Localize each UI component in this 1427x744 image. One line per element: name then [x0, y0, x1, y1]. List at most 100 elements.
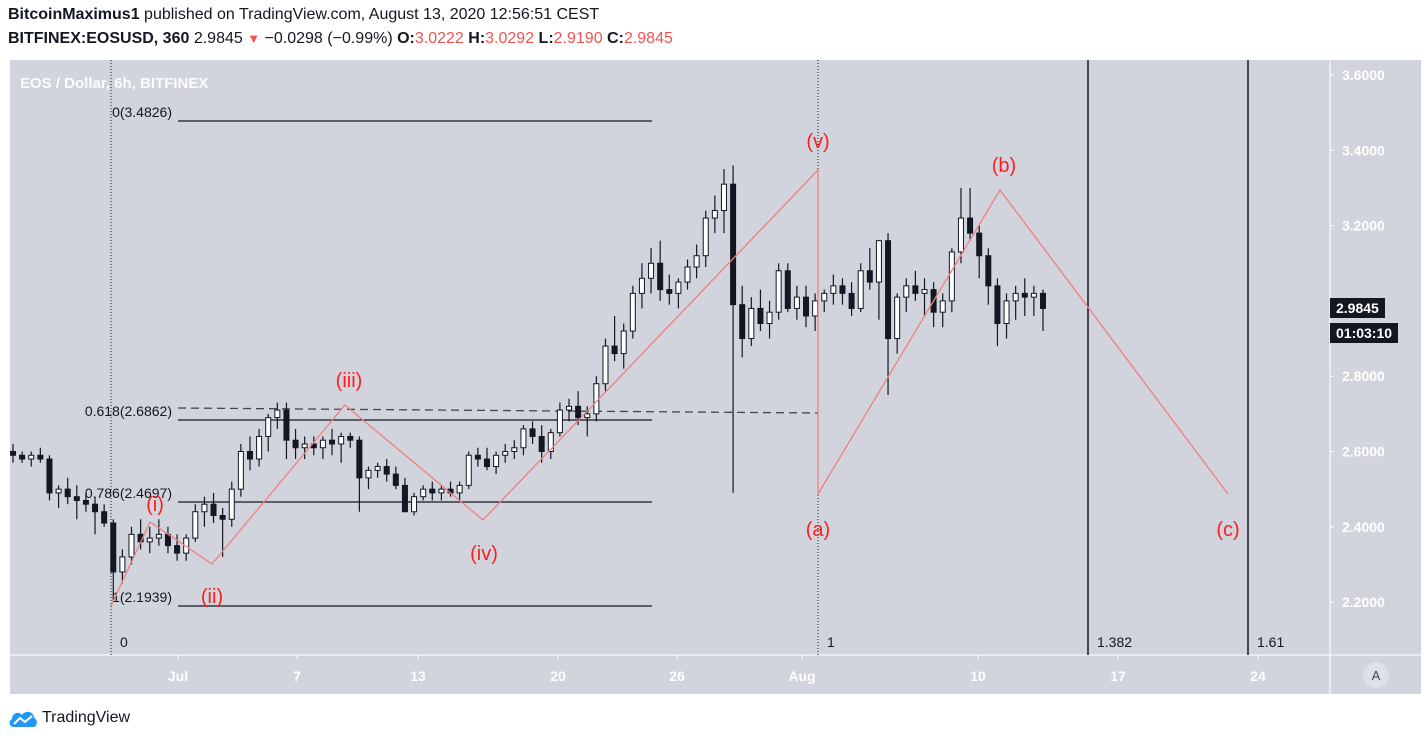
open-value: 3.0222	[414, 30, 464, 47]
candle-body	[675, 281, 682, 294]
wave-label: (iv)	[470, 543, 498, 565]
brand-name: TradingView	[42, 709, 131, 726]
candle-body	[812, 300, 819, 317]
candle-body	[511, 447, 518, 452]
time-axis-label: 26	[669, 668, 685, 684]
candle-body	[483, 458, 490, 468]
candle-body	[374, 466, 381, 471]
candle-body	[101, 511, 108, 524]
price-change: −0.0298 (−0.99%)	[264, 30, 393, 47]
chart-legend-title: EOS / Dollar, 6h, BITFINEX	[20, 75, 209, 92]
candle-body	[556, 409, 563, 434]
symbol-label: BITFINEX:EOSUSD, 360	[8, 30, 190, 47]
candle-body	[803, 296, 810, 317]
candle-body	[401, 484, 408, 513]
time-axis-label: Jul	[168, 668, 188, 684]
publish-text: published on TradingView.com, August 13,…	[144, 6, 600, 23]
candle-body	[648, 262, 655, 279]
auto-scale-button[interactable]: A	[1363, 662, 1389, 688]
candle-body	[702, 217, 709, 257]
candle-body	[201, 503, 208, 513]
candle-body	[119, 556, 126, 573]
wave-label: (v)	[806, 131, 829, 153]
author-name[interactable]: BitcoinMaximus1	[8, 6, 140, 23]
candle-body	[37, 454, 44, 460]
high-label: H:	[468, 30, 486, 47]
candle-body	[283, 409, 290, 441]
candle-body	[28, 454, 35, 460]
candle-body	[246, 451, 253, 460]
bar-countdown: 01:03:10	[1330, 323, 1399, 343]
candle-body	[19, 454, 26, 460]
candle-body	[566, 405, 573, 411]
fib-level-label: 0.618(2.6862)	[85, 403, 172, 419]
candle-body	[301, 443, 308, 449]
candle-body	[875, 240, 882, 283]
candle-body	[894, 296, 901, 340]
chart-container[interactable]: 3.6000 3.4000 3.2000 2.8000 2.6000 2.4000 2.20…	[10, 60, 1421, 694]
candle-body	[411, 496, 418, 513]
candle-body	[939, 300, 946, 313]
candle-body	[146, 537, 153, 543]
fib-time-label: 1	[827, 634, 835, 650]
candle-body	[1021, 292, 1028, 298]
candle-body	[848, 292, 855, 309]
wave-label: (ii)	[201, 586, 223, 608]
candle-body	[265, 417, 272, 437]
candle-body	[684, 266, 691, 283]
candle-body	[110, 522, 117, 573]
fib-level-label: 1(2.1939)	[112, 589, 172, 605]
open-label: O:	[397, 30, 415, 47]
candle-body	[347, 435, 354, 441]
candle-body	[584, 413, 591, 419]
candle-body	[593, 383, 600, 415]
candle-body	[638, 277, 645, 294]
candle-body	[338, 435, 345, 445]
candle-body	[174, 545, 181, 554]
candle-body	[155, 533, 162, 539]
candle-body	[502, 451, 509, 456]
candle-body	[46, 458, 53, 494]
candle-body	[82, 499, 89, 505]
fib-time-label: 0	[120, 634, 128, 650]
candle-body	[666, 289, 673, 294]
candle-body	[985, 255, 992, 287]
candle-body	[228, 488, 235, 520]
wave-label: (a)	[806, 519, 830, 541]
candle-body	[365, 469, 372, 479]
candle-body	[620, 330, 627, 355]
candle-body	[210, 503, 217, 517]
candle-body	[474, 454, 481, 460]
chart-canvas[interactable]: 3.6000 3.4000 3.2000 2.8000 2.6000 2.4000 2.20…	[10, 60, 1421, 694]
time-axis-label: 20	[550, 668, 566, 684]
candle-body	[420, 488, 427, 498]
candle-body	[720, 183, 727, 212]
last-price: 2.9845	[193, 30, 243, 47]
candle-body	[219, 515, 226, 520]
candle-body	[465, 454, 472, 486]
candle-body	[92, 503, 99, 513]
candle-body	[602, 345, 609, 385]
fib-time-label: 1.382	[1097, 634, 1132, 650]
candle-body	[1003, 300, 1010, 324]
wave-label: (i)	[146, 494, 164, 516]
candle-body	[183, 537, 190, 554]
symbol-info: BITFINEX:EOSUSD, 360 2.9845 ▼ −0.0298 (−…	[8, 30, 673, 48]
candle-body	[1012, 292, 1019, 302]
candle-body	[73, 496, 80, 501]
tradingview-logo[interactable]: TradingView	[8, 708, 130, 728]
candle-body	[629, 292, 636, 332]
candle-body	[256, 435, 263, 460]
candle-body	[356, 439, 363, 479]
candle-body	[429, 488, 436, 494]
candle-body	[766, 311, 773, 324]
time-axis-label: 7	[293, 668, 301, 684]
candle-body	[575, 405, 582, 419]
candle-body	[730, 183, 737, 306]
candle-body	[438, 488, 445, 494]
candle-body	[237, 451, 244, 490]
candle-body	[292, 439, 299, 449]
candle-body	[739, 304, 746, 340]
down-arrow-icon: ▼	[247, 31, 261, 46]
candle-body	[912, 285, 919, 294]
